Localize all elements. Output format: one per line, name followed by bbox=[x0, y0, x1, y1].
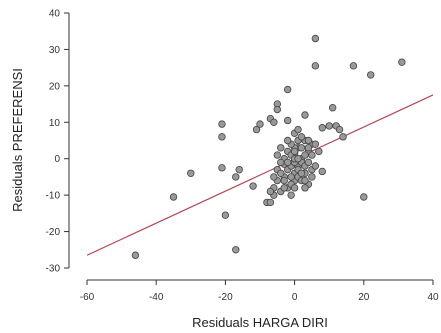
x-tick-label: 0 bbox=[292, 292, 298, 303]
data-point bbox=[297, 133, 306, 141]
data-point bbox=[131, 251, 140, 259]
data-point bbox=[280, 184, 288, 192]
data-points bbox=[131, 34, 406, 259]
data-point bbox=[287, 173, 295, 181]
data-point bbox=[235, 165, 243, 174]
data-point bbox=[308, 173, 316, 181]
data-point bbox=[339, 133, 347, 141]
x-axis-title: Residuals HARGA DIRI bbox=[192, 315, 328, 330]
data-point bbox=[318, 167, 326, 176]
regression-line bbox=[86, 94, 434, 256]
data-point bbox=[297, 169, 306, 177]
data-point bbox=[283, 158, 292, 167]
data-point bbox=[301, 151, 309, 159]
data-point bbox=[308, 151, 316, 159]
data-point bbox=[270, 173, 278, 181]
data-point bbox=[297, 144, 306, 152]
x-tick-label: -60 bbox=[80, 292, 95, 303]
regression-line-group bbox=[86, 94, 434, 256]
y-tick-label: -30 bbox=[46, 264, 61, 275]
data-point bbox=[311, 34, 320, 43]
data-point bbox=[315, 147, 323, 156]
data-point bbox=[301, 111, 309, 119]
tick-marks: -30 -20 -10 0 10 20 30 40 -60 -40 -20 0 20 40 bbox=[46, 9, 439, 304]
y-tick-label: 40 bbox=[49, 9, 61, 20]
data-point bbox=[273, 105, 281, 114]
data-point bbox=[311, 162, 320, 170]
data-point bbox=[290, 184, 299, 192]
data-point bbox=[256, 120, 264, 128]
data-point bbox=[304, 144, 313, 152]
data-point bbox=[304, 136, 313, 145]
data-point bbox=[301, 176, 309, 185]
data-point bbox=[349, 62, 358, 70]
axes bbox=[68, 13, 433, 281]
data-point bbox=[294, 155, 302, 163]
data-point bbox=[187, 169, 195, 177]
data-point bbox=[218, 164, 226, 172]
data-point bbox=[311, 62, 320, 70]
data-point bbox=[294, 125, 302, 134]
y-tick-label: 20 bbox=[49, 81, 61, 92]
data-point bbox=[266, 187, 275, 196]
y-tick-label: -20 bbox=[46, 227, 61, 238]
data-point bbox=[252, 125, 261, 134]
data-point bbox=[304, 158, 313, 167]
data-point bbox=[277, 144, 285, 152]
data-point bbox=[398, 58, 406, 66]
data-point bbox=[283, 136, 292, 145]
y-axis-title: Residuals PREFERENSI bbox=[10, 68, 25, 212]
data-point bbox=[273, 151, 281, 159]
data-point bbox=[318, 124, 326, 132]
data-point bbox=[360, 193, 368, 201]
x-tick-label: 20 bbox=[358, 292, 370, 303]
data-point bbox=[249, 182, 257, 190]
data-point bbox=[311, 140, 320, 148]
data-point bbox=[221, 211, 230, 219]
x-tick-label: 40 bbox=[427, 292, 439, 303]
y-tick-label: 30 bbox=[49, 45, 61, 56]
data-point bbox=[367, 71, 375, 79]
data-point bbox=[277, 169, 285, 177]
data-point bbox=[325, 122, 333, 130]
data-point bbox=[301, 184, 309, 192]
y-tick-label: -10 bbox=[46, 191, 61, 202]
data-point bbox=[232, 246, 240, 254]
data-point bbox=[169, 193, 178, 201]
data-point bbox=[283, 116, 292, 125]
y-tick-label: 0 bbox=[54, 154, 60, 165]
data-point bbox=[283, 85, 292, 94]
data-point bbox=[218, 120, 226, 128]
data-point bbox=[335, 125, 344, 134]
data-point bbox=[287, 191, 295, 199]
data-point bbox=[218, 133, 226, 141]
data-point bbox=[232, 173, 240, 181]
x-tick-label: -40 bbox=[149, 292, 164, 303]
data-point bbox=[270, 118, 278, 126]
data-point bbox=[266, 198, 275, 207]
data-point bbox=[280, 176, 288, 185]
data-point bbox=[290, 147, 299, 156]
x-tick-label: -20 bbox=[218, 292, 233, 303]
data-point bbox=[277, 158, 285, 167]
data-point bbox=[328, 104, 337, 112]
y-tick-label: 10 bbox=[49, 118, 61, 129]
